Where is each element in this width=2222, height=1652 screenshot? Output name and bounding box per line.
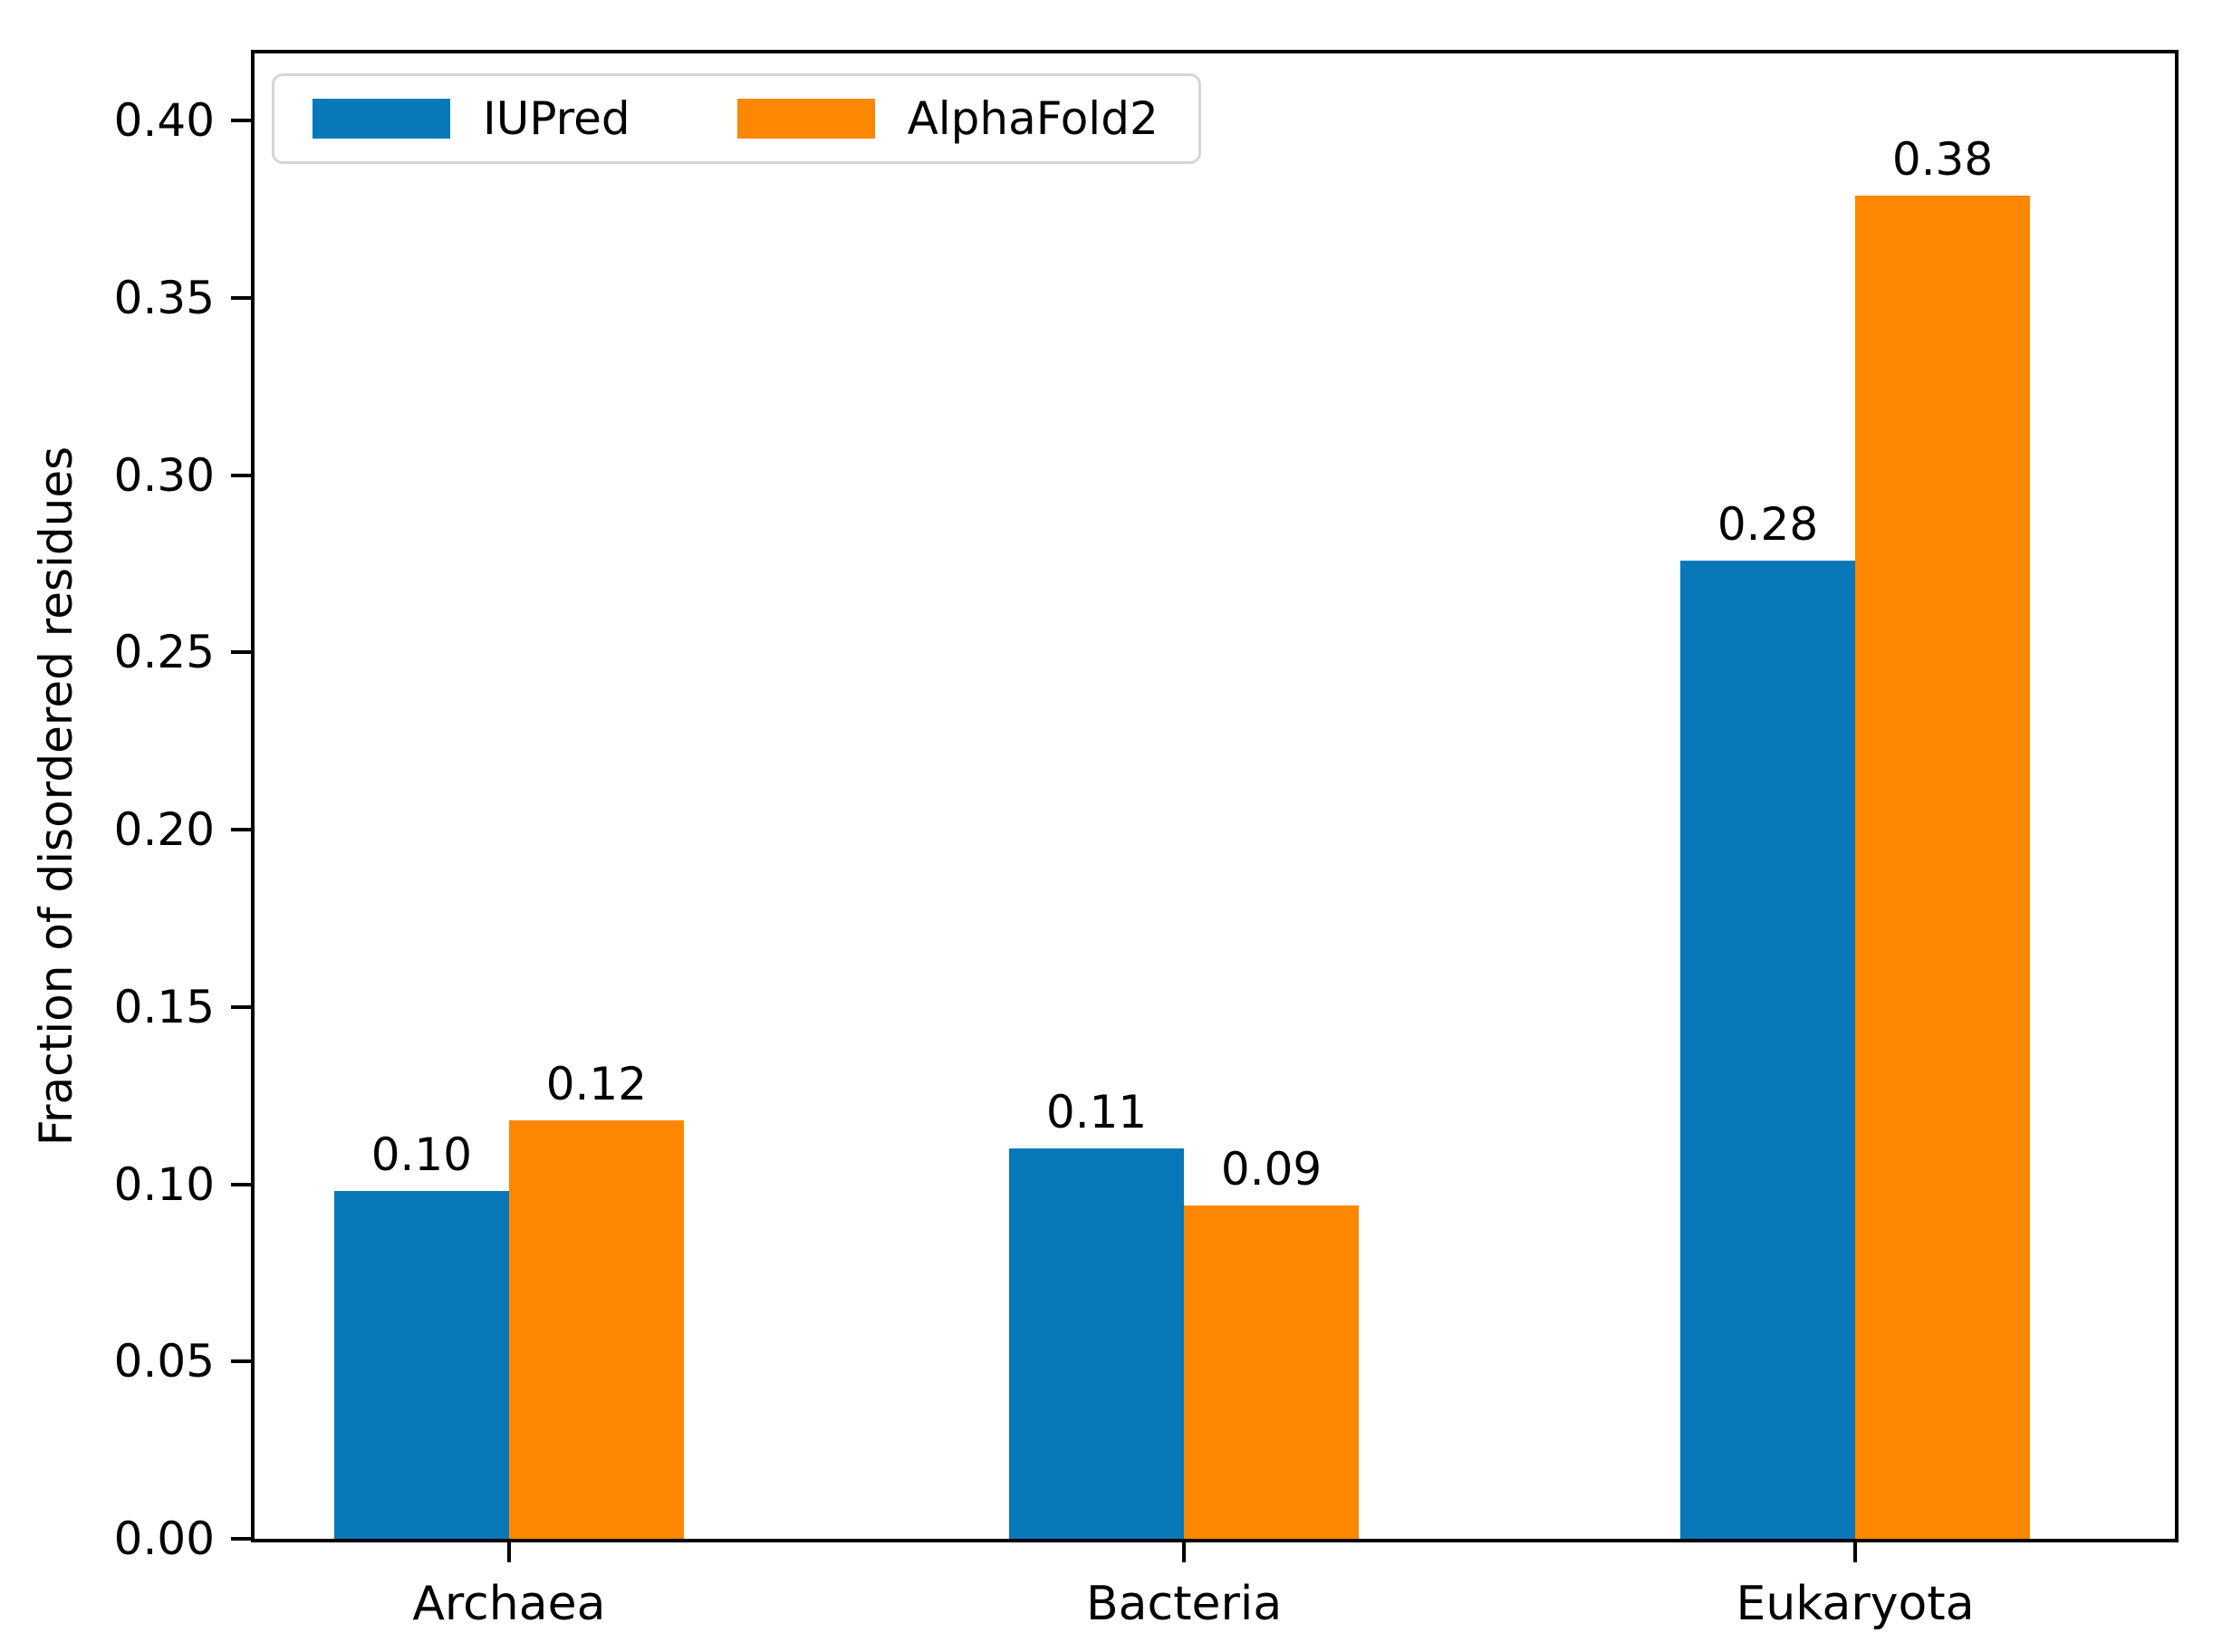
value-label-alphafold2-archaea: 0.12 [545,1058,648,1111]
y-tick-label-0.30: 0.30 [113,448,215,502]
y-tick-label-0.00: 0.00 [113,1513,215,1565]
y-tick-label-0.15: 0.15 [113,980,215,1033]
y-tick-mark-0.40 [231,119,251,123]
x-tick-label-archaea: Archaea [412,1577,606,1631]
bar-alphafold2-eukaryota [1855,195,2031,1539]
y-tick-mark-0.20 [231,828,251,832]
y-tick-label-0.05: 0.05 [113,1335,215,1388]
legend-swatch-iupred-icon [313,99,450,139]
value-label-iupred-bacteria: 0.11 [1045,1086,1148,1139]
y-tick-mark-0.35 [231,296,251,301]
bar-iupred-eukaryota [1680,560,1856,1539]
legend-label-iupred: IUPred [483,92,630,145]
legend: IUPred AlphaFold2 [272,73,1201,164]
legend-item-iupred: IUPred [313,96,630,141]
value-label-iupred-eukaryota: 0.28 [1717,497,1819,551]
legend-swatch-alphafold2-icon [736,99,875,139]
x-tick-label-bacteria: Bacteria [1085,1577,1283,1631]
y-tick-mark-0.30 [231,473,251,477]
legend-item-alphafold2: AlphaFold2 [736,92,1159,145]
y-tick-label-0.20: 0.20 [113,803,215,857]
y-tick-mark-0.05 [231,1359,251,1364]
value-label-alphafold2-eukaryota: 0.38 [1891,132,1994,186]
x-tick-mark-bacteria [1182,1542,1187,1562]
value-label-alphafold2-bacteria: 0.09 [1220,1143,1323,1196]
x-tick-mark-archaea [506,1542,511,1562]
x-tick-mark-eukaryota [1853,1542,1858,1562]
bar-alphafold2-archaea [508,1120,684,1539]
y-tick-label-0.35: 0.35 [113,272,215,325]
y-tick-mark-0.25 [231,650,251,655]
y-tick-mark-0.00 [231,1537,251,1541]
bar-iupred-archaea [333,1191,509,1539]
y-tick-label-0.10: 0.10 [113,1157,215,1211]
y-tick-label-0.25: 0.25 [113,626,215,679]
y-tick-label-0.40: 0.40 [113,94,215,148]
x-tick-label-eukaryota: Eukaryota [1736,1577,1975,1631]
bar-alphafold2-bacteria [1184,1205,1360,1539]
bar-iupred-bacteria [1009,1148,1185,1539]
y-tick-mark-0.15 [231,1004,251,1009]
legend-label-alphafold2: AlphaFold2 [907,92,1159,145]
plot-area: IUPred AlphaFold2 0.00 0.05 0.10 0.15 0.20 0.2… [114,50,2179,1630]
value-label-iupred-archaea: 0.10 [370,1129,473,1182]
y-tick-mark-0.10 [231,1182,251,1186]
y-axis-label: Fraction of disordered residues [30,446,82,1147]
